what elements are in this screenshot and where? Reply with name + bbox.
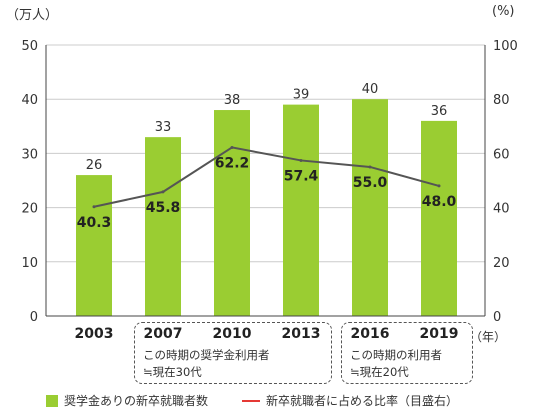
ratio-value-label: 40.3 bbox=[77, 215, 112, 231]
left-tick-label: 0 bbox=[30, 310, 38, 325]
left-tick-label: 30 bbox=[21, 147, 38, 162]
ratio-value-label: 62.2 bbox=[215, 155, 250, 171]
bar-value-label: 26 bbox=[86, 158, 103, 173]
bar-value-label: 40 bbox=[362, 82, 379, 97]
annotation-30s-line2: ≒現在30代 bbox=[143, 365, 202, 379]
bars bbox=[76, 99, 457, 317]
left-tick-label: 10 bbox=[21, 256, 38, 271]
ratio-point bbox=[299, 158, 303, 162]
annotation-30s-line1: この時期の奨学金利用者 bbox=[143, 348, 270, 362]
x-tick-label: 2013 bbox=[282, 326, 321, 342]
ratio-line bbox=[92, 145, 441, 209]
left-tick-label: 50 bbox=[21, 39, 38, 54]
legend-bar-label: 奨学金ありの新卒就職者数 bbox=[64, 394, 209, 408]
right-tick-label: 60 bbox=[493, 147, 510, 162]
x-tick-label: 2003 bbox=[75, 326, 114, 342]
right-tick-label: 80 bbox=[493, 93, 510, 108]
right-axis-unit: (%) bbox=[492, 4, 515, 19]
x-axis-unit: （年） bbox=[470, 330, 507, 344]
legend-bar-swatch bbox=[46, 394, 58, 407]
left-tick-label: 40 bbox=[21, 93, 38, 108]
left-tick-label: 20 bbox=[21, 202, 38, 217]
bar bbox=[76, 175, 112, 316]
bar bbox=[145, 137, 181, 316]
ratio-value-label: 57.4 bbox=[284, 168, 319, 184]
right-tick-label: 20 bbox=[493, 256, 510, 271]
right-tick-label: 40 bbox=[493, 202, 510, 217]
axes: 0 10 20 30 40 50 0 20 40 60 80 100 2003 2007 2010 2013 2… bbox=[21, 39, 517, 342]
ratio-value-label: 55.0 bbox=[353, 175, 388, 191]
x-tick-label: 2016 bbox=[351, 326, 390, 342]
ratio-point bbox=[161, 190, 165, 194]
annotation-20s: この時期の利用者 ≒現在20代 bbox=[341, 322, 473, 384]
data-labels: 26 33 38 39 40 36 40.3 45.8 62.2 57.4 55.0 48.0 bbox=[77, 82, 457, 231]
right-tick-label: 0 bbox=[493, 310, 501, 325]
ratio-value-label: 48.0 bbox=[422, 194, 457, 210]
right-tick-label: 100 bbox=[493, 39, 518, 54]
bar bbox=[214, 110, 250, 316]
ratio-point bbox=[230, 145, 234, 149]
x-tick-label: 2007 bbox=[144, 326, 183, 342]
annotation-30s: この時期の奨学金利用者 ≒現在30代 bbox=[134, 322, 332, 384]
x-tick-label: 2019 bbox=[420, 326, 459, 342]
bar-value-label: 39 bbox=[293, 88, 310, 103]
bar-value-label: 33 bbox=[155, 120, 172, 135]
x-tick-label: 2010 bbox=[213, 326, 252, 342]
bar bbox=[421, 120, 457, 316]
ratio-line-path bbox=[93, 146, 440, 208]
ratio-point bbox=[368, 165, 372, 169]
bar-value-label: 38 bbox=[224, 93, 241, 108]
ratio-point bbox=[437, 184, 441, 188]
ratio-value-label: 45.8 bbox=[146, 200, 181, 216]
ratio-point bbox=[92, 205, 96, 209]
legend-line-label: 新卒就職者に占める比率（目盛右） bbox=[266, 394, 459, 408]
bar bbox=[352, 99, 388, 316]
legend: 奨学金ありの新卒就職者数 新卒就職者に占める比率（目盛右） bbox=[46, 392, 458, 409]
legend-line-swatch bbox=[242, 399, 261, 402]
annotation-20s-line1: この時期の利用者 bbox=[350, 348, 442, 362]
bar bbox=[283, 104, 319, 317]
bar-value-label: 36 bbox=[431, 104, 448, 119]
annotation-20s-line2: ≒現在20代 bbox=[350, 365, 409, 379]
left-axis-unit: （万人） bbox=[6, 8, 59, 23]
